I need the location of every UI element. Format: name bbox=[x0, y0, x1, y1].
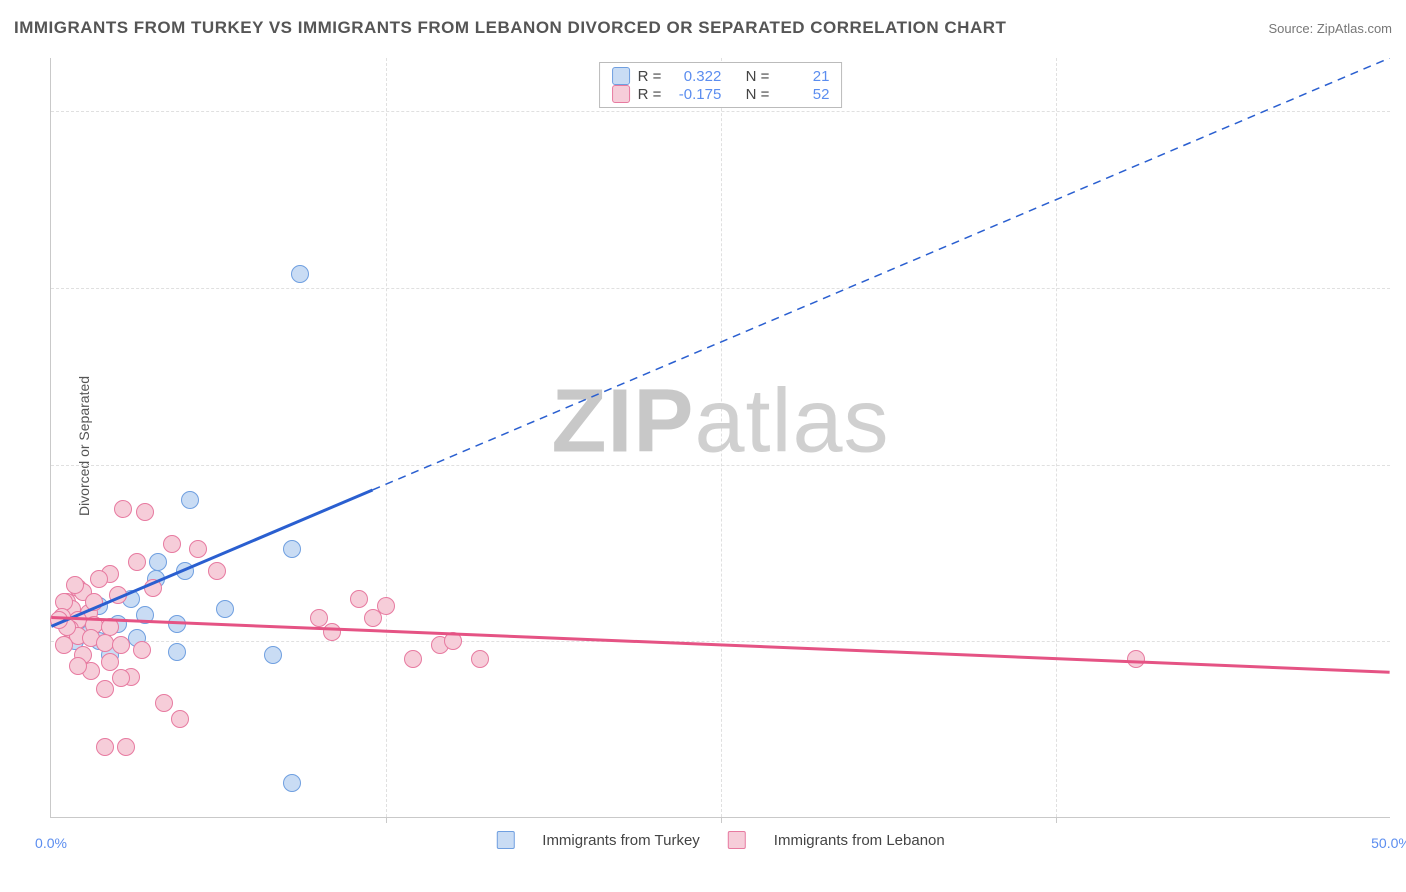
source-label: Source: ZipAtlas.com bbox=[1268, 21, 1392, 36]
data-point bbox=[85, 593, 103, 611]
data-point bbox=[133, 641, 151, 659]
gridline-v bbox=[1056, 58, 1057, 817]
stats-legend: R = 0.322 N = 21 R = -0.175 N = 52 bbox=[599, 62, 843, 108]
data-point bbox=[264, 646, 282, 664]
swatch-turkey-icon bbox=[496, 831, 514, 849]
data-point bbox=[55, 636, 73, 654]
data-point bbox=[96, 738, 114, 756]
data-point bbox=[114, 500, 132, 518]
data-point bbox=[144, 579, 162, 597]
data-point bbox=[117, 738, 135, 756]
data-point bbox=[283, 774, 301, 792]
data-point bbox=[66, 576, 84, 594]
R-label: R = bbox=[638, 86, 662, 103]
gridline-v bbox=[386, 58, 387, 817]
swatch-turkey-icon bbox=[612, 67, 630, 85]
data-point bbox=[176, 562, 194, 580]
data-point bbox=[171, 710, 189, 728]
series-legend: Immigrants from Turkey Immigrants from L… bbox=[496, 831, 944, 849]
title-bar: IMMIGRANTS FROM TURKEY VS IMMIGRANTS FRO… bbox=[14, 18, 1392, 46]
swatch-lebanon-icon bbox=[612, 85, 630, 103]
N-val-turkey: 21 bbox=[777, 68, 829, 85]
data-point bbox=[128, 553, 146, 571]
series-name-turkey: Immigrants from Turkey bbox=[542, 832, 700, 849]
watermark-light: atlas bbox=[694, 372, 889, 472]
data-point bbox=[136, 606, 154, 624]
data-point bbox=[181, 491, 199, 509]
data-point bbox=[96, 680, 114, 698]
chart-title: IMMIGRANTS FROM TURKEY VS IMMIGRANTS FRO… bbox=[14, 18, 1006, 38]
R-val-lebanon: -0.175 bbox=[669, 86, 721, 103]
data-point bbox=[323, 623, 341, 641]
data-point bbox=[168, 615, 186, 633]
data-point bbox=[350, 590, 368, 608]
watermark-bold: ZIP bbox=[551, 372, 694, 472]
data-point bbox=[216, 600, 234, 618]
data-point bbox=[364, 609, 382, 627]
data-point bbox=[189, 540, 207, 558]
data-point bbox=[283, 540, 301, 558]
data-point bbox=[155, 694, 173, 712]
R-val-turkey: 0.322 bbox=[669, 68, 721, 85]
data-point bbox=[101, 653, 119, 671]
data-point bbox=[69, 657, 87, 675]
watermark: ZIPatlas bbox=[551, 371, 889, 474]
N-label: N = bbox=[746, 86, 770, 103]
data-point bbox=[310, 609, 328, 627]
data-point bbox=[112, 636, 130, 654]
xtick-label: 0.0% bbox=[35, 835, 67, 851]
xtick-mark bbox=[386, 817, 387, 823]
data-point bbox=[471, 650, 489, 668]
data-point bbox=[404, 650, 422, 668]
data-point bbox=[112, 669, 130, 687]
data-point bbox=[444, 632, 462, 650]
data-point bbox=[291, 265, 309, 283]
data-point bbox=[163, 535, 181, 553]
swatch-lebanon-icon bbox=[728, 831, 746, 849]
data-point bbox=[136, 503, 154, 521]
data-point bbox=[1127, 650, 1145, 668]
series-name-lebanon: Immigrants from Lebanon bbox=[774, 832, 945, 849]
data-point bbox=[149, 553, 167, 571]
xtick-label: 50.0% bbox=[1371, 835, 1406, 851]
xtick-mark bbox=[721, 817, 722, 823]
R-label: R = bbox=[638, 68, 662, 85]
N-label: N = bbox=[746, 68, 770, 85]
data-point bbox=[109, 586, 127, 604]
stats-row: R = -0.175 N = 52 bbox=[612, 85, 830, 103]
data-point bbox=[208, 562, 226, 580]
N-val-lebanon: 52 bbox=[777, 86, 829, 103]
plot-area: ZIPatlas R = 0.322 N = 21 R = -0.175 N =… bbox=[50, 58, 1390, 818]
xtick-mark bbox=[1056, 817, 1057, 823]
data-point bbox=[50, 611, 68, 629]
data-point bbox=[168, 643, 186, 661]
stats-row: R = 0.322 N = 21 bbox=[612, 67, 830, 85]
data-point bbox=[90, 570, 108, 588]
